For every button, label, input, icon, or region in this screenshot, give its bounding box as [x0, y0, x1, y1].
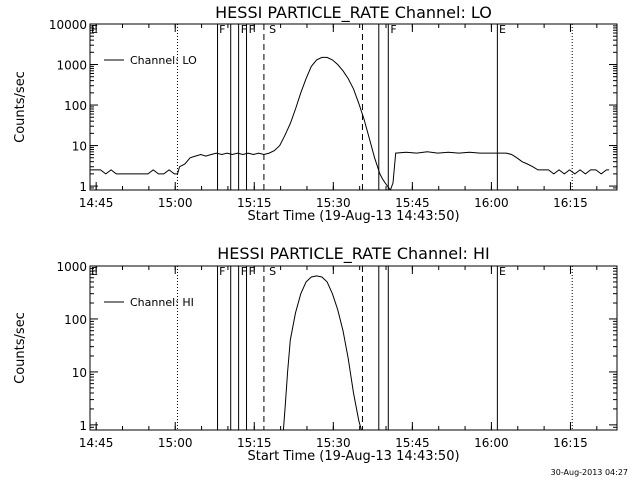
y-tick-label: 1	[79, 419, 87, 433]
series-line	[282, 275, 362, 430]
marker-letter: F	[390, 23, 396, 36]
x-tick-label: 15:45	[395, 436, 430, 450]
plot-frame	[89, 23, 618, 191]
x-tick-label: 15:30	[316, 196, 351, 210]
marker-letter: F	[219, 23, 225, 36]
marker-letter: F	[249, 265, 255, 278]
legend-label: Channel: LO	[130, 54, 197, 67]
x-tick-label: 16:15	[553, 436, 588, 450]
y-tick-label: 1000	[56, 59, 87, 73]
x-tick-label: 15:30	[316, 436, 351, 450]
plot-frame	[89, 265, 618, 431]
y-tick-label: 100	[64, 313, 87, 327]
marker-letter: F	[241, 265, 247, 278]
series-line	[90, 56, 610, 190]
y-axis-label: Counts/sec	[13, 71, 28, 143]
marker-letter: E	[91, 23, 98, 36]
legend-label: Channel: HI	[130, 296, 194, 309]
y-tick-label: 100	[64, 99, 87, 113]
y-tick-label: 10	[72, 140, 87, 154]
y-tick-label: 1000	[56, 260, 87, 274]
x-tick-label: 15:45	[395, 196, 430, 210]
y-axis-label: Counts/sec	[13, 312, 28, 384]
marker-letter: E	[499, 23, 506, 36]
x-axis-label: Start Time (19-Aug-13 14:43:50)	[247, 449, 459, 464]
marker-letter: F	[249, 23, 255, 36]
y-tick-label: 10	[72, 366, 87, 380]
x-tick-label: 15:15	[237, 196, 272, 210]
chart-title: HESSI PARTICLE_RATE Channel: HI	[217, 244, 490, 264]
x-tick-label: 15:00	[158, 436, 193, 450]
marker-letter: F	[219, 265, 225, 278]
x-tick-label: 15:15	[237, 436, 272, 450]
chart-panel-lo: HESSI PARTICLE_RATE Channel: LOE F F F S F E11…	[13, 3, 618, 224]
marker-letter: S	[269, 265, 276, 278]
marker-letter: F	[241, 23, 247, 36]
y-tick-label: 1	[79, 180, 87, 194]
x-tick-label: 16:15	[553, 196, 588, 210]
marker-letter: E	[91, 265, 98, 278]
x-tick-label: 16:00	[474, 436, 509, 450]
x-tick-label: 15:00	[158, 196, 193, 210]
x-tick-label: 14:45	[79, 196, 114, 210]
x-axis-label: Start Time (19-Aug-13 14:43:50)	[247, 209, 459, 224]
chart-title: HESSI PARTICLE_RATE Channel: LO	[215, 3, 492, 23]
marker-letter: E	[499, 265, 506, 278]
x-tick-label: 14:45	[79, 436, 114, 450]
marker-letter: S	[269, 23, 276, 36]
footer-timestamp: 30-Aug-2013 04:27	[551, 468, 628, 477]
chart-panel-hi: HESSI PARTICLE_RATE Channel: HIE F F F S E110…	[13, 244, 618, 464]
x-tick-label: 16:00	[474, 196, 509, 210]
y-tick-label: 10000	[49, 18, 87, 32]
